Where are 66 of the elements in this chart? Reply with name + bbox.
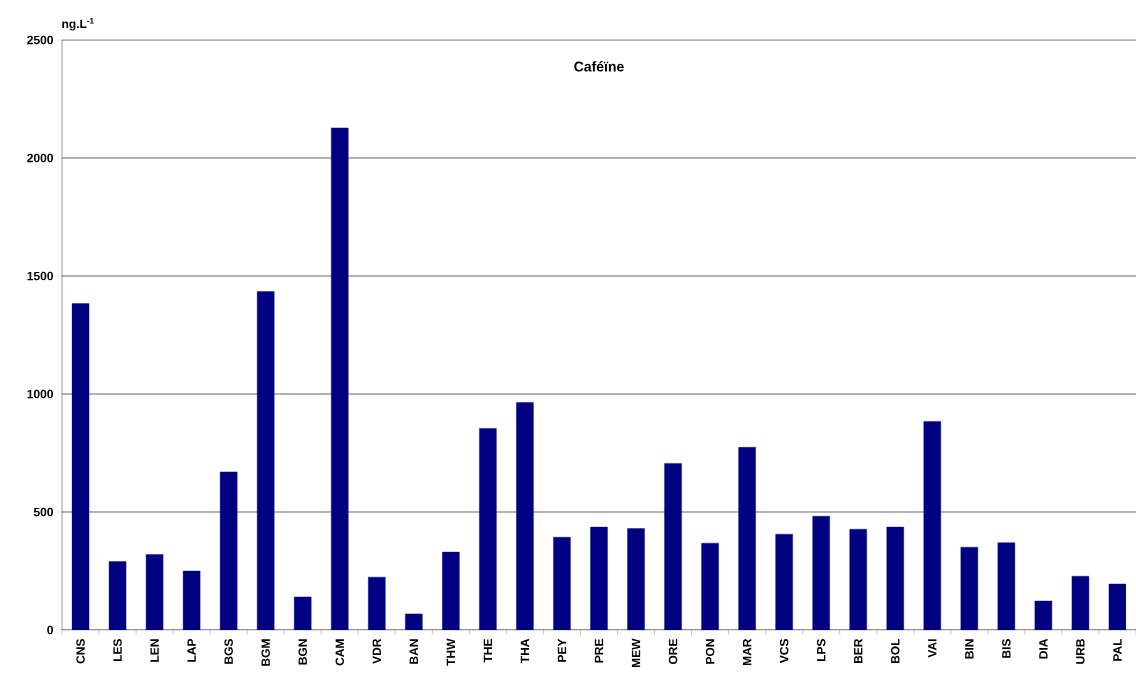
bar xyxy=(553,537,571,630)
bar xyxy=(775,533,793,630)
text: Caféïne xyxy=(574,61,624,72)
x-tick-label: THW xyxy=(446,638,455,666)
x-tick-label: BGM xyxy=(261,639,270,666)
x-tick-label: BAN xyxy=(409,639,418,664)
bar xyxy=(182,570,201,630)
bar xyxy=(923,421,941,630)
x-tick-label: VDR xyxy=(372,638,381,664)
bar xyxy=(664,463,682,630)
x-tick-label: PON xyxy=(705,639,715,664)
x-tick-label: THE xyxy=(483,639,493,663)
bar xyxy=(256,291,275,630)
bar xyxy=(1034,600,1053,630)
x-tick-label: PEY xyxy=(557,638,567,662)
x-tick-label: BER xyxy=(854,638,863,664)
y-tick-label: 2000 xyxy=(27,153,53,163)
bar xyxy=(590,526,608,630)
x-tick-label: MEW xyxy=(631,638,641,668)
bar xyxy=(145,554,164,630)
x-tick-label: VCS xyxy=(779,639,789,664)
y-tick-label: 2500 xyxy=(27,35,53,45)
bar xyxy=(71,303,90,630)
bar xyxy=(738,447,756,630)
bar xyxy=(294,596,312,630)
y-tick-label: 500 xyxy=(33,507,53,517)
x-tick-label: LES xyxy=(113,639,122,662)
bar xyxy=(812,516,830,630)
y-tick-label: 1500 xyxy=(27,271,53,281)
x-tick-label: BIS xyxy=(1002,639,1011,658)
x-tick-label: BOL xyxy=(891,638,900,664)
bar xyxy=(1108,583,1127,630)
y-tick-label: 1000 xyxy=(27,389,53,399)
bar xyxy=(516,402,534,630)
x-tick-label: THA xyxy=(520,638,530,664)
bar xyxy=(405,613,423,630)
bar xyxy=(368,576,386,630)
x-tick-label: CNS xyxy=(76,639,85,664)
x-tick-label: BGS xyxy=(224,639,233,664)
x-tick-label: LPS xyxy=(816,639,826,662)
bar xyxy=(1071,575,1090,630)
x-tick-label: ORE xyxy=(668,639,678,665)
x-tick-label: LEN xyxy=(150,639,159,662)
bar xyxy=(997,542,1016,630)
bar xyxy=(219,471,238,630)
bar xyxy=(886,526,904,630)
bar xyxy=(442,551,460,630)
x-tick-label: DIA xyxy=(1039,638,1048,659)
x-tick-label: CAM xyxy=(335,639,344,666)
x-tick-label: MAR xyxy=(743,638,752,666)
y-axis-title: ng.L$^{-1}$ xyxy=(62,18,94,31)
bar xyxy=(627,528,645,630)
bar xyxy=(960,546,979,630)
y-tick-label: 0 xyxy=(47,625,53,635)
x-tick-label: VAI xyxy=(928,639,937,658)
bar xyxy=(108,561,127,630)
x-tick-label: URB xyxy=(1076,639,1085,664)
x-tick-label: PAL xyxy=(1113,638,1122,661)
x-tick-label: BGN xyxy=(298,639,307,665)
bar xyxy=(701,542,719,630)
bar xyxy=(331,127,349,630)
x-tick-label: LAP xyxy=(187,638,196,662)
x-tick-label: PRE xyxy=(594,639,604,663)
x-tick-label: BIN xyxy=(965,639,974,659)
bar xyxy=(849,529,867,630)
bar xyxy=(479,428,497,630)
